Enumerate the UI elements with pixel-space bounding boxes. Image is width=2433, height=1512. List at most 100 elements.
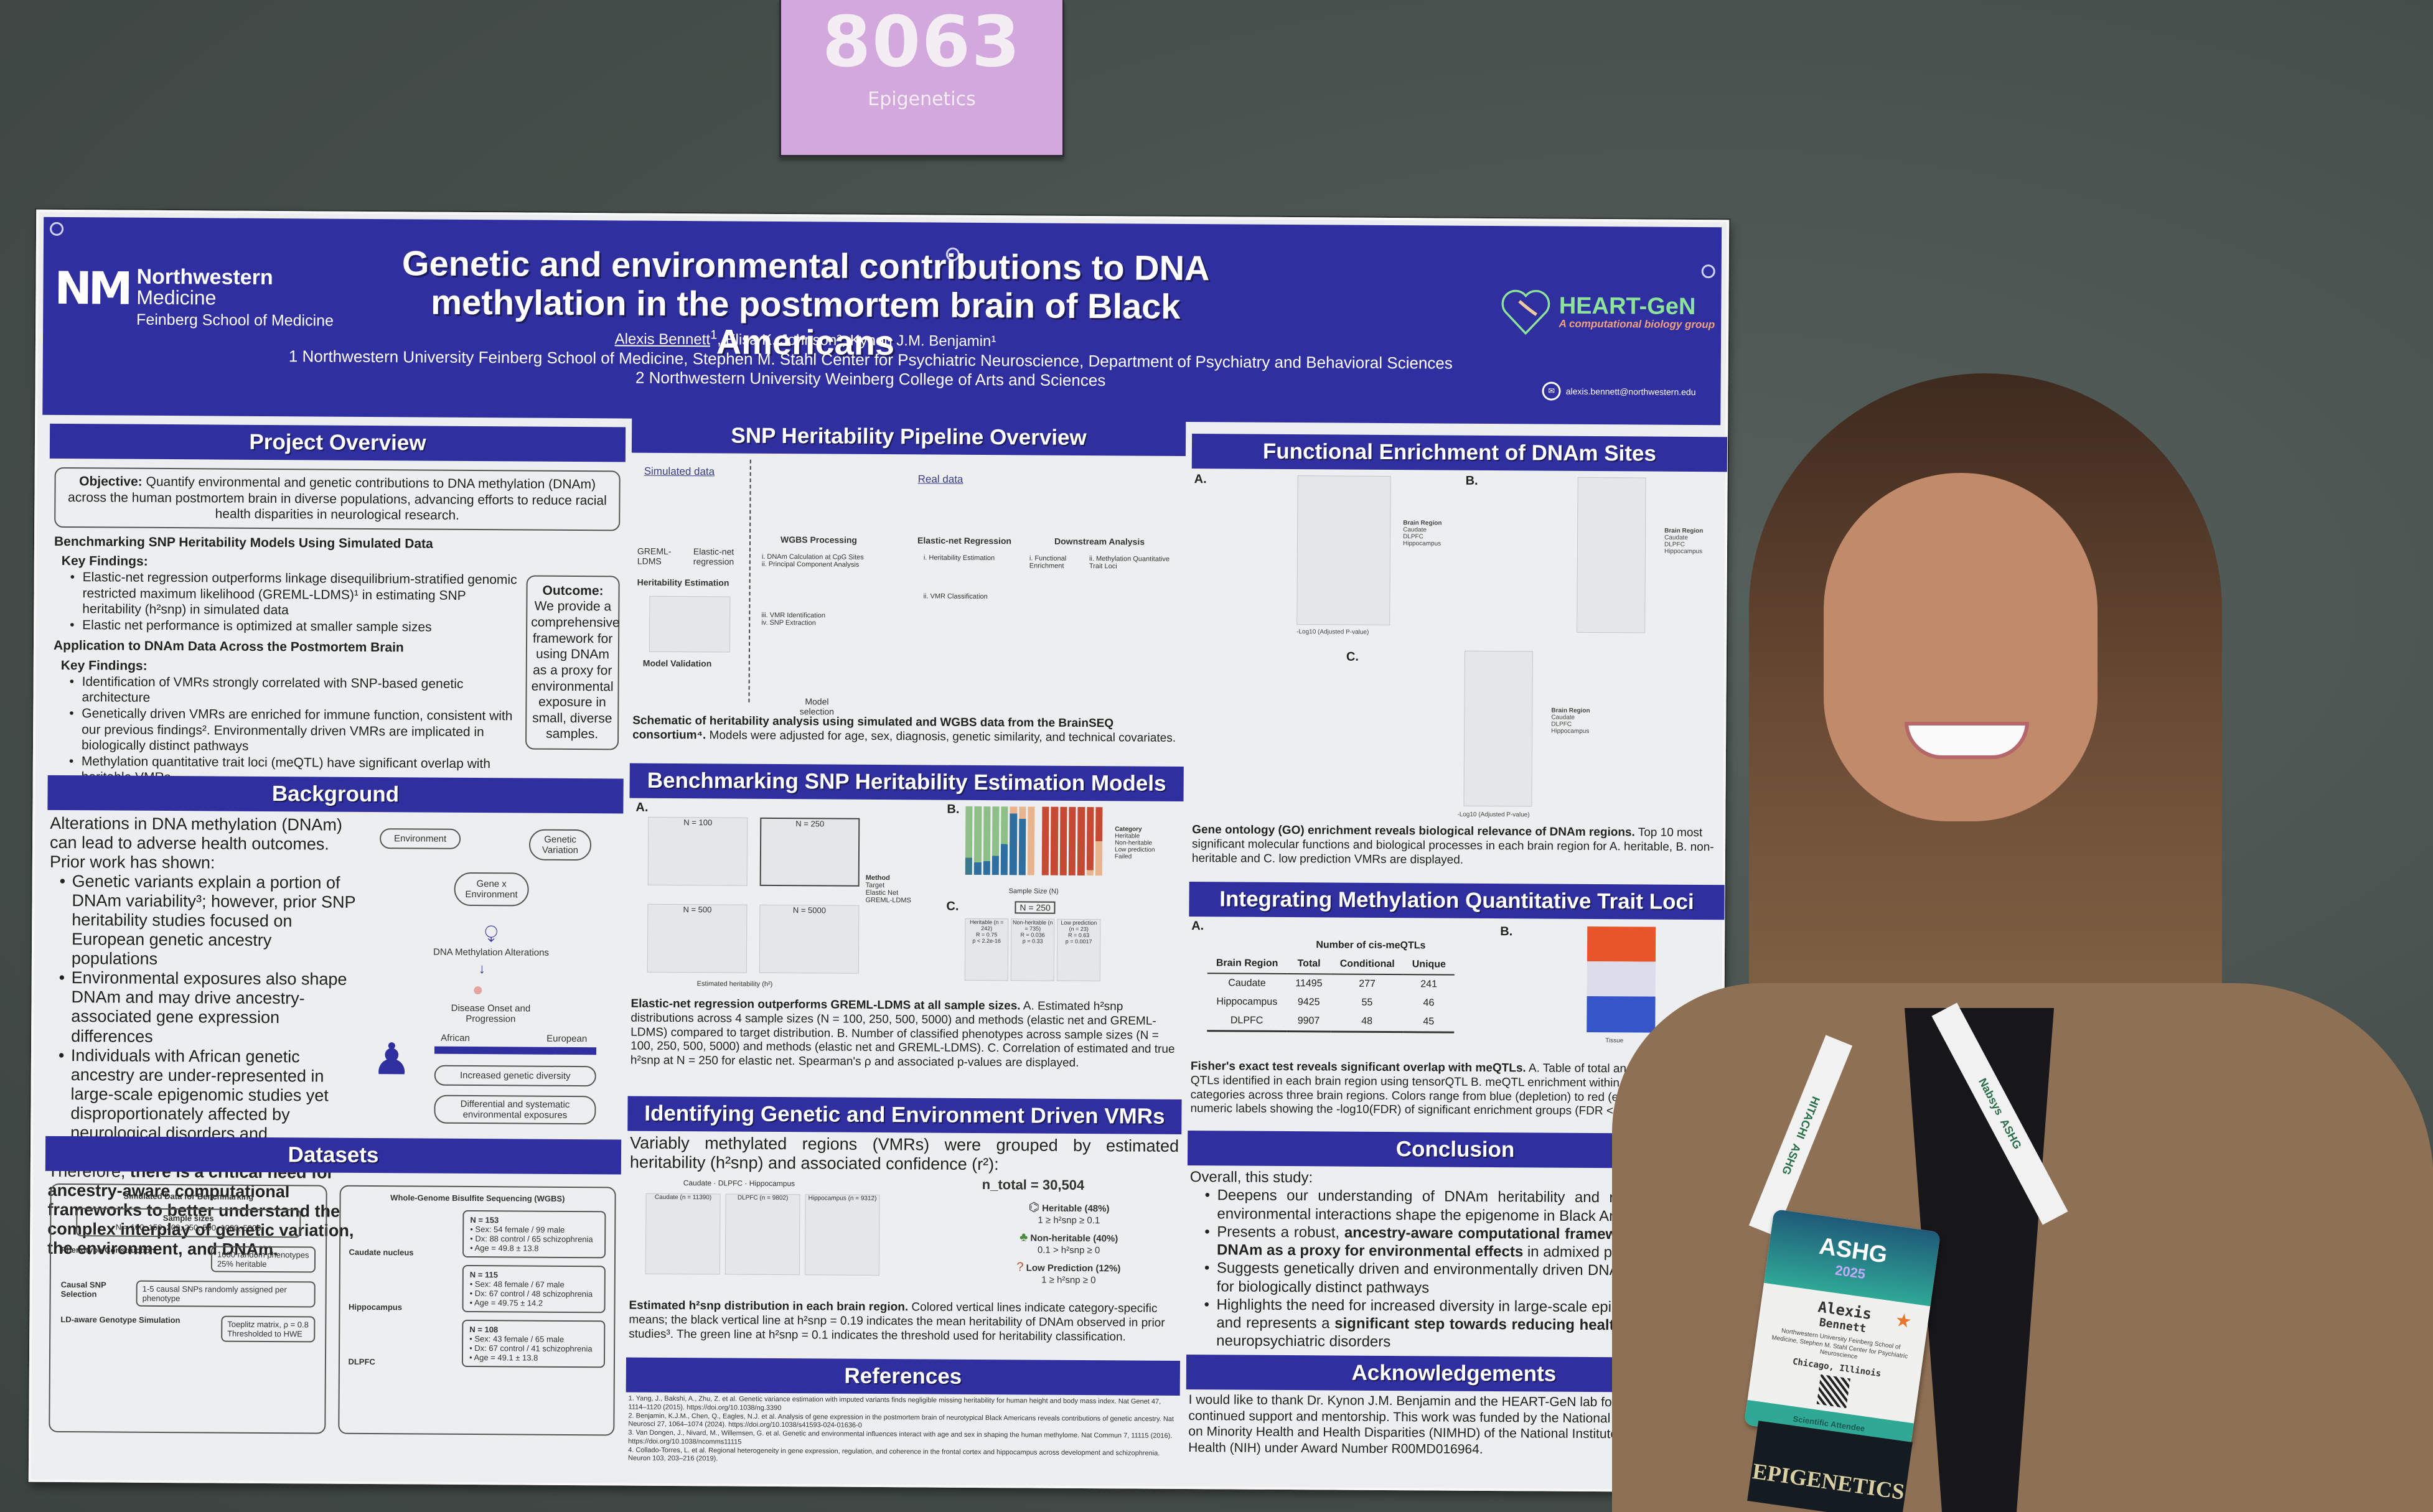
section-heading: Project Overview [49,423,626,462]
question-icon: ? [1016,1260,1024,1274]
heritability-estimation-label: Heritability Estimation [637,577,729,588]
vmrs-intro: Variably methylated regions (VMRs) were … [629,1133,1179,1174]
step-label: Phenotype Construction [61,1244,156,1255]
real-data-label: Real data [917,473,963,485]
panel-title: Simulated Data for Benchmarking [123,1191,254,1202]
downstream-steps: i. Functional Enrichment ii. Methylation … [1029,554,1170,571]
step-detail: 1000 random phenotypes 25% heritable [210,1246,316,1273]
panel-letter: B. [947,802,960,816]
findings-list: Elastic-net regression outperforms linka… [66,569,518,636]
divider [748,459,751,702]
board-number: 8063 [822,2,1021,83]
face [1824,473,2098,821]
board-number-sign: 8063 Epigenetics [779,0,1064,157]
enet-steps: i. Heritability Estimation ii. VMR Classi… [923,554,995,601]
category-legend: Category Heritable Non-heritable Low predic… [1114,826,1155,861]
logo-line-2: Medicine [136,286,217,309]
environment-node: Environment [380,828,461,849]
section-background: Background Alterations in DNA methylatio… [45,775,624,1259]
step-detail: 1-5 causal SNPs randomly assigned per ph… [136,1280,316,1308]
region-legend: Caudate · DLPFC · Hippocampus [683,1178,795,1188]
point-1: Increased genetic diversity [434,1065,596,1087]
section-heading: Benchmarking SNP Heritability Estimation… [629,763,1184,801]
smile [1905,722,2029,759]
section-heading: Datasets [45,1136,622,1175]
col-header: Conditional [1331,954,1404,975]
logo-line-1: Northwestern [136,264,273,290]
simulated-data-panel: Simulated Data for Benchmarking Sample s… [49,1183,327,1434]
heart-gen-tagline: A computational biology group [1559,317,1715,331]
section-heading: SNP Heritability Pipeline Overview [631,418,1186,456]
nm-monogram-icon: NM [54,261,129,315]
outcome-text: We provide a comprehensive framework for… [531,599,620,742]
background-intro: Alterations in DNA methylation (DNAm) ca… [49,813,342,872]
pipeline-caption: Schematic of heritability analysis using… [632,714,1176,745]
legend-european: European [546,1033,588,1045]
other-authors: , Elisa K. Johnson², Kynon J.M. Benjamin… [717,331,996,350]
x-axis-label: -Log10 (Adjusted P-value) [1296,628,1369,636]
objective-text: Quantify environmental and genetic contr… [68,474,607,523]
validation-plot [649,595,731,653]
legend-african: African [441,1032,470,1043]
col-header: Brain Region [1207,954,1287,974]
wgbs-processing-label: WGBS Processing [781,534,858,545]
panel-letter: C. [946,899,959,913]
section-heading: Identifying Genetic and Environment Driv… [627,1096,1182,1134]
density-plot-n5000: N = 5000 [759,904,860,974]
benchmarking-figure: A. N = 100 N = 250 N = 500 N = 5000 Meth… [629,798,1184,1001]
col-header: Unique [1403,955,1455,975]
reference-item: 4. Collado-Torres, L. et al. Regional he… [627,1446,1160,1463]
panel-letter: B. [1500,925,1513,939]
section-pipeline: SNP Heritability Pipeline Overview Simul… [630,418,1186,760]
step-label: Causal SNP Selection [60,1279,106,1299]
section-project-overview: Project Overview Objective: Quantify env… [48,423,626,785]
region-card-dlpfc: DLPFC N = 108 • Sex: 43 female / 65 male •… [348,1319,606,1368]
step-detail: Toeplitz matrix, ρ = 0.8 Thresholded to H… [221,1315,315,1343]
background-list: Genetic variants explain a portion of DN… [54,872,361,1164]
tree-icon: ♣ [1020,1230,1028,1244]
subheading: Application to DNAm Data Across the Post… [53,638,404,655]
first-author: Alexis Bennett [614,330,711,348]
poster-header: NM Northwestern Medicine Feinberg School… [42,217,1722,426]
outcome-label: Outcome: [542,583,604,599]
heritability-categories: ⌬ Heritable (48%) 1 ≥ h²snp ≥ 0.1 ♣ Non-h… [1016,1200,1121,1286]
author-superscript: 1 [710,328,718,342]
region-legend: Brain Region Caudate DLPFC Hippocampus [1551,707,1590,735]
envelope-icon: ✉ [1542,381,1561,401]
dotplot-heritable [1296,475,1391,626]
density-plot-n250: N = 250 [759,817,860,887]
heart-gen-logo: HEART-GeN A computational biology group [1499,285,1715,340]
logo-line-3: Feinberg School of Medicine [136,310,334,330]
region-card-hippocampus: Hippocampus N = 115 • Sex: 48 female / 67… [349,1264,606,1314]
pipeline-diagram: Simulated data GREML-LDMS Elastic-net re… [630,453,1186,717]
brain-icon: ● [472,979,484,1001]
board-topic: Epigenetics [868,88,976,110]
finding-item: Genetically driven VMRs are enriched for… [65,706,517,756]
col-header: Total [1287,954,1331,974]
step-label: LD-aware Genotype Simulation [60,1314,180,1325]
density-plot-n500: N = 500 [647,903,748,973]
vmrs-caption: Estimated h²snp distribution in each bra… [629,1299,1165,1344]
acknowledgements-text: I would like to thank Dr. Kynon J.M. Ben… [1188,1393,1660,1457]
model-selection-label: Model selection [799,696,835,717]
gxe-node: Gene x Environment [454,872,529,907]
x-axis-label: Estimated heritability (h²) [696,980,773,988]
section-heading: Background [47,775,624,814]
northwestern-medicine-logo: NM Northwestern Medicine Feinberg School… [54,261,334,330]
table-row: Caudate 11495 277 241 [1228,978,1438,990]
region-legend: Brain Region Caudate DLPFC Hippocampus [1402,520,1442,548]
heart-gen-name: HEART-GeN [1559,292,1696,320]
wgbs-steps: i. DNAm Calculation at CpG Sites ii. Prin… [761,553,864,627]
panel-letter: A. [1194,472,1207,487]
arrow-down-icon: ↓ [478,961,485,977]
stacked-bar-chart [965,806,1103,876]
meqtl-table: Number of cis-meQTLs Brain Region Total … [1207,935,1455,1033]
section-references: References 1. Yang, J., Bakshi, A., Zhu,… [626,1357,1181,1479]
disease-label: Disease Onset and Progression [451,1002,531,1025]
panel-letter: A. [1191,919,1204,933]
benchmarking-caption: Elastic-net regression outperforms GREML… [630,997,1175,1070]
reference-list: 1. Yang, J., Bakshi, A., Zhu, Z. et al. … [626,1393,1180,1469]
dna-icon: ⌬ [1028,1200,1040,1215]
region-card-caudate: Caudate nucleus N = 153 • Sex: 54 female … [349,1210,606,1259]
ancestry-bar [434,1046,597,1055]
